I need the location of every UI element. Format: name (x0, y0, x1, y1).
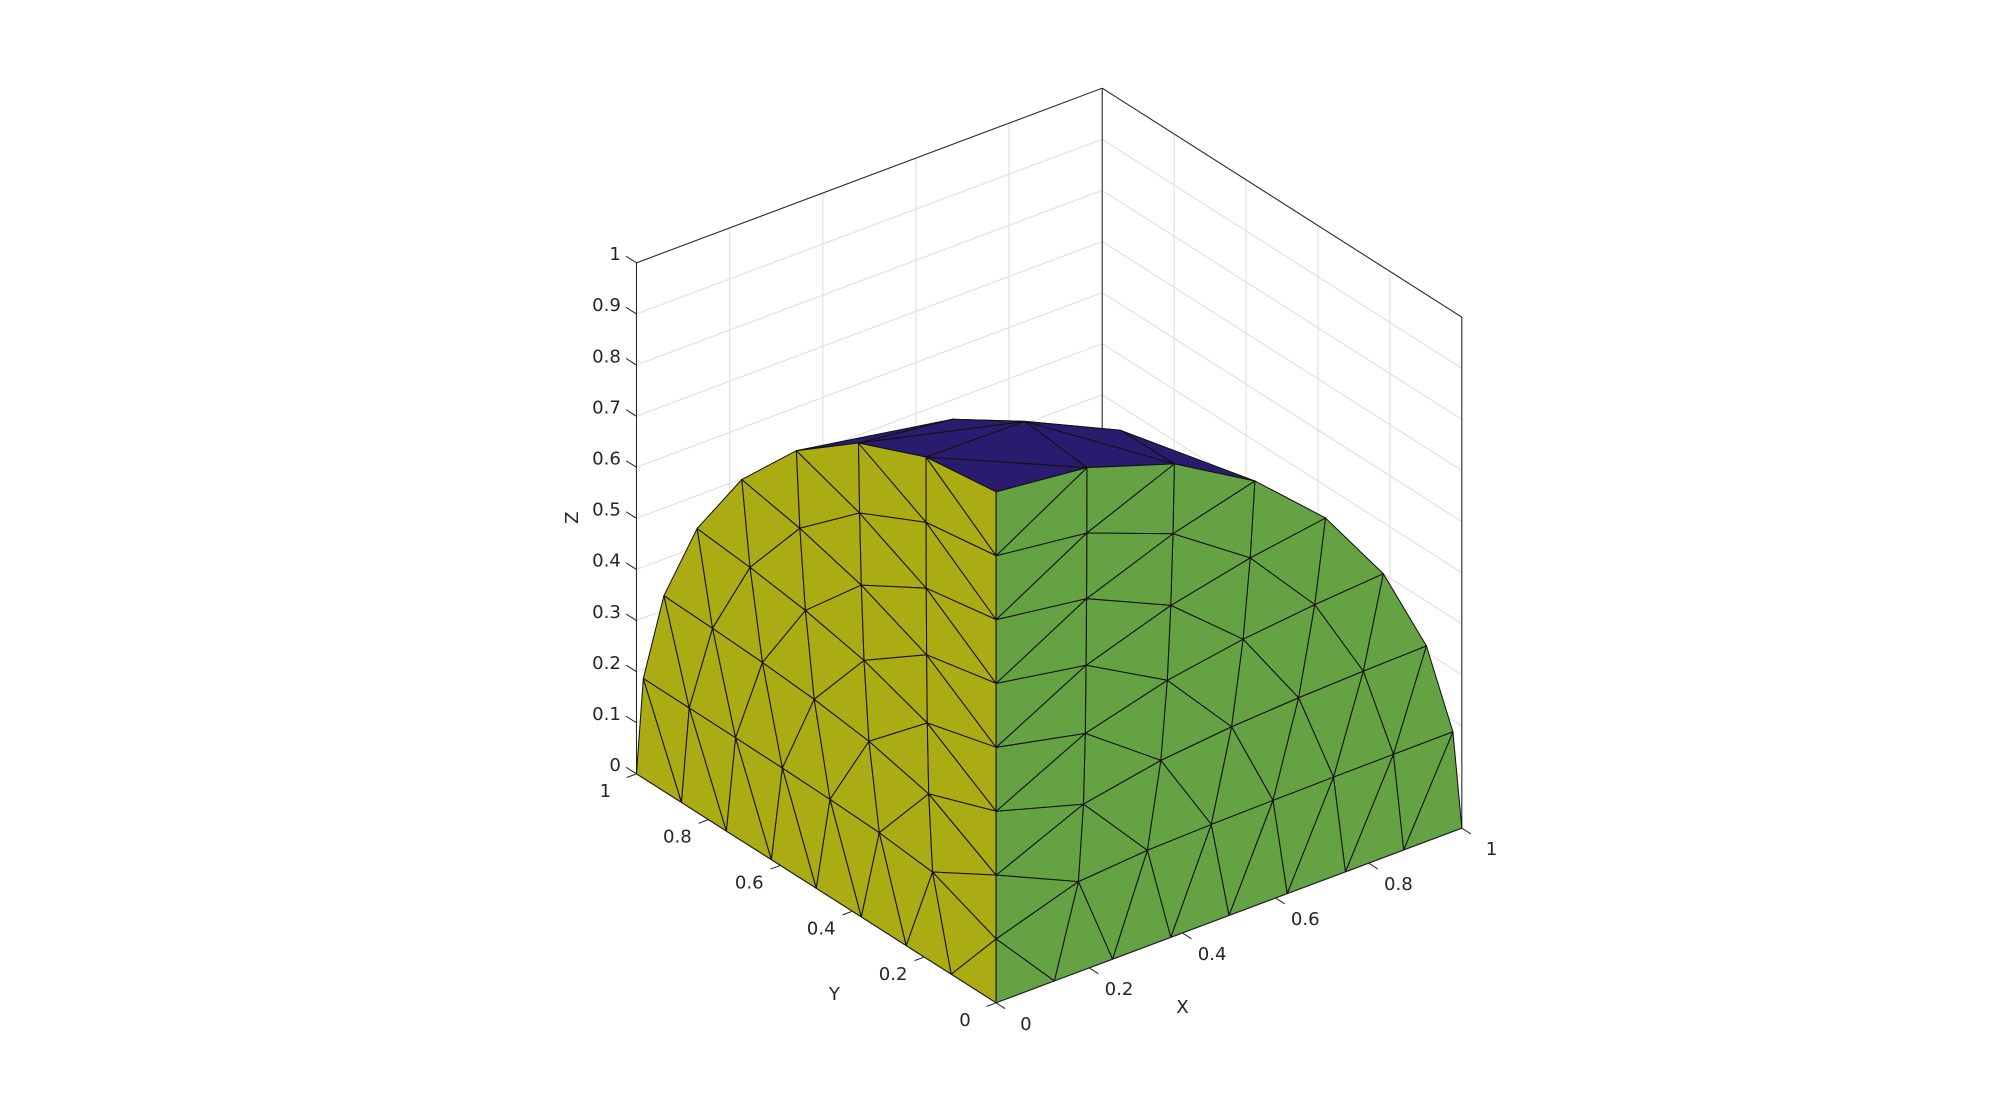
z-tick (625, 766, 637, 775)
x-tick-label: 1 (1486, 839, 1498, 860)
z-tick-label: 0.9 (592, 295, 621, 316)
y-tick-label: 0.8 (663, 827, 692, 848)
x-tick-label: 0 (1020, 1014, 1032, 1035)
z-tick-label: 0.5 (592, 500, 621, 521)
z-tick-label: 0.1 (592, 704, 621, 725)
z-tick (625, 358, 637, 366)
z-tick (625, 715, 637, 724)
z-tick-label: 0.4 (592, 551, 621, 572)
axis-box-edge (636, 87, 1103, 264)
grid-line (1101, 138, 1463, 369)
axis-line (636, 773, 997, 1004)
y-tick (698, 819, 709, 824)
x-tick-label: 0.2 (1105, 979, 1134, 1000)
grid-line (636, 240, 1103, 417)
z-tick-label: 0.2 (592, 653, 621, 674)
axes: 0 0.2 0.4 0.6 0.8 1 0 0.2 0.4 0.6 0.8 1 0 0.1 0.2 0.3 0.… (562, 244, 1497, 1035)
y-tick (770, 864, 781, 870)
grid-line (636, 343, 1103, 519)
z-tick (625, 664, 637, 673)
y-tick-label: 0.6 (735, 873, 764, 894)
z-tick (625, 613, 637, 621)
y-tick (626, 773, 637, 778)
y-tick (986, 1002, 997, 1007)
y-tick (914, 956, 925, 962)
z-tick-label: 1 (609, 244, 621, 265)
grid-line (1101, 189, 1463, 420)
grid-line (636, 189, 1103, 366)
surface-face (995, 467, 1088, 557)
z-tick (625, 307, 637, 315)
surface (635, 418, 1463, 1004)
grid-line (636, 291, 1103, 468)
z-tick (625, 255, 637, 264)
x-tick-label: 0.4 (1198, 944, 1227, 965)
z-tick-label: 0.3 (592, 602, 621, 623)
z-tick-label: 0 (609, 755, 621, 776)
axis-line (995, 827, 1463, 1004)
y-tick-label: 0 (959, 1010, 971, 1031)
x-tick (1368, 862, 1379, 870)
y-tick-label: 0.4 (807, 918, 836, 939)
grid-line (1101, 292, 1463, 523)
surface-face (995, 874, 1079, 940)
z-tick (625, 409, 637, 417)
z-tick-label: 0.8 (592, 346, 621, 367)
x-axis-label: X (1176, 997, 1188, 1018)
y-tick-label: 0.2 (879, 964, 908, 985)
grid-line (1101, 343, 1463, 574)
z-tick-label: 0.7 (592, 397, 621, 418)
axis-box-edge (1101, 87, 1463, 318)
z-tick (625, 460, 637, 468)
grid-line (636, 138, 1103, 315)
x-tick (1088, 967, 1099, 975)
y-tick (842, 910, 853, 916)
x-tick (1275, 897, 1285, 905)
x-tick-label: 0.8 (1384, 874, 1413, 895)
x-tick (1182, 932, 1192, 940)
y-tick-label: 1 (600, 781, 612, 802)
x-tick (995, 1002, 1006, 1010)
z-axis-label: Z (562, 511, 583, 523)
z-tick-label: 0.6 (592, 448, 621, 469)
grid-line (1101, 240, 1463, 472)
y-axis-label: Y (828, 984, 841, 1005)
z-tick (625, 511, 637, 519)
z-tick (625, 562, 637, 570)
x-tick (1461, 827, 1472, 835)
x-tick-label: 0.6 (1291, 909, 1320, 930)
